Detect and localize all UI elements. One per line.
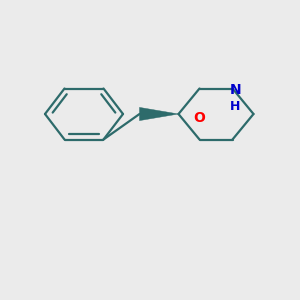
Text: O: O bbox=[194, 111, 206, 125]
Text: H: H bbox=[230, 100, 241, 113]
Text: N: N bbox=[230, 83, 241, 97]
Polygon shape bbox=[140, 107, 178, 121]
